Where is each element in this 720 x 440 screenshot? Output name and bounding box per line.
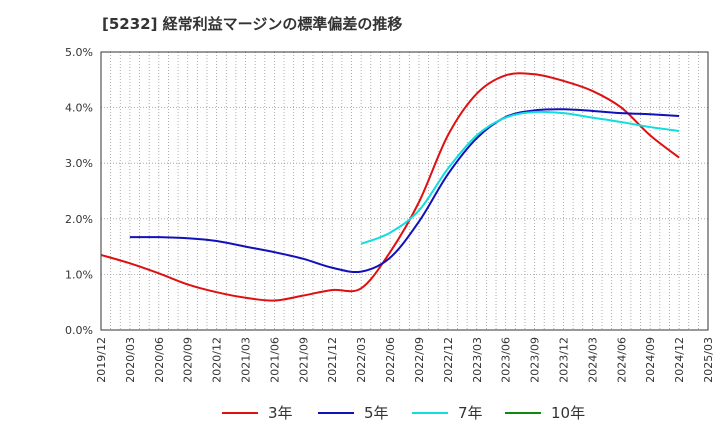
x-axis-ticks: 2019/12 2020/03 2020/06 2020/09 2020/12 2021/… [95,337,715,383]
series-line-0 [100,72,680,302]
y-tick-label: 0.0% [65,324,93,337]
x-tick-label: 2022/06 [384,337,397,383]
x-tick-label: 2020/06 [153,337,166,383]
legend-label: 7年 [458,404,483,422]
y-tick-label: 1.0% [65,268,93,281]
x-tick-label: 2022/12 [442,337,455,383]
x-tick-label: 2023/03 [471,337,484,383]
x-tick-label: 2024/06 [615,337,628,383]
y-tick-label: 3.0% [65,157,93,170]
chart-plot: 0.0%1.0%2.0%3.0%4.0%5.0% 2019/12 2020/03 2… [65,46,715,383]
legend-item: 3年 [222,402,293,423]
x-tick-label: 2025/03 [702,337,715,383]
x-tick-label: 2022/03 [355,337,368,383]
legend-swatch [318,411,354,414]
legend-swatch [412,411,448,414]
x-tick-label: 2023/09 [529,337,542,383]
plot-frame [100,51,709,331]
x-tick-label: 2021/09 [297,337,310,383]
legend: 3年 5年 7年 10年 [0,402,720,426]
x-tick-label: 2020/03 [124,337,137,383]
y-tick-label: 5.0% [65,46,93,59]
legend-label: 3年 [268,404,293,422]
x-tick-label: 2024/03 [586,337,599,383]
x-tick-label: 2020/09 [182,337,195,383]
x-tick-label: 2019/12 [95,337,108,383]
legend-item: 7年 [412,402,483,423]
y-tick-label: 2.0% [65,213,93,226]
chart-title: [5232] 経常利益マージンの標準偏差の推移 [102,15,403,33]
gridlines [101,52,708,330]
legend-swatch [505,411,541,414]
legend-swatch [222,411,258,414]
legend-item: 5年 [318,402,389,423]
y-axis-ticks: 0.0% 1.0% 2.0% 3.0% 4.0% 5.0% [65,46,93,337]
legend-label: 5年 [364,404,389,422]
x-tick-label: 2021/06 [268,337,281,383]
x-tick-label: 2023/12 [557,337,570,383]
x-tick-label: 2020/12 [211,337,224,383]
x-tick-label: 2023/06 [500,337,513,383]
y-tick-label: 4.0% [65,102,93,115]
series-layer [100,72,680,302]
x-tick-label: 2022/09 [413,337,426,383]
x-tick-label: 2021/12 [326,337,339,383]
x-tick-label: 2024/09 [644,337,657,383]
legend-item: 10年 [505,402,585,423]
x-tick-label: 2024/12 [673,337,686,383]
series-line-2 [360,110,680,245]
series-line-1 [129,108,680,274]
x-tick-label: 2021/03 [240,337,253,383]
legend-label: 10年 [551,404,586,422]
